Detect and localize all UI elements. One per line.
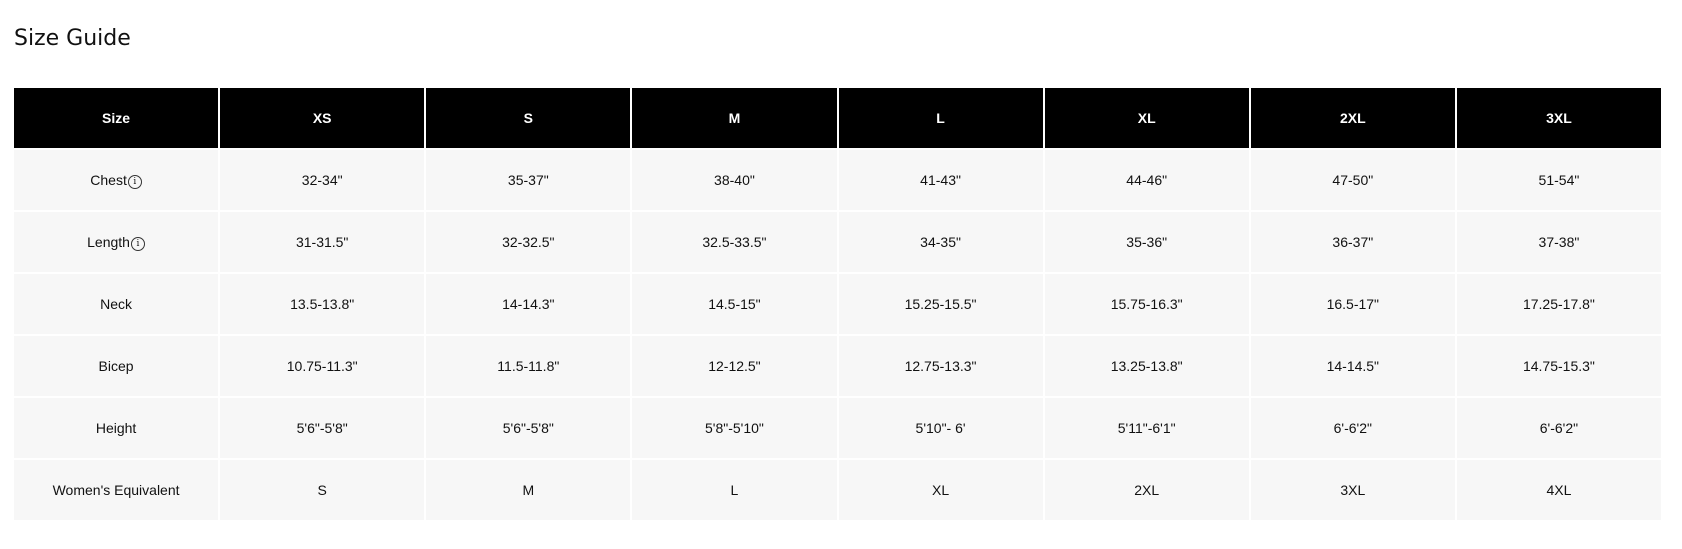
table-cell: 5'6"-5'8" [220, 398, 425, 458]
table-row: Women's Equivalent S M L XL 2XL 3XL 4XL [14, 460, 1661, 520]
table-cell: 35-37" [426, 150, 631, 210]
row-label-text: Women's Equivalent [52, 482, 180, 498]
table-cell: 47-50" [1250, 150, 1455, 210]
column-header: XS [220, 88, 425, 148]
size-guide-table: Size XS S M L XL 2XL 3XL Chest i 32-34" 35-37" 38-4… [12, 86, 1663, 522]
table-cell: 5'8"-5'10" [632, 398, 837, 458]
table-cell: 5'6"-5'8" [426, 398, 631, 458]
row-label-text: Height [95, 420, 137, 436]
page-title: Size Guide [14, 26, 131, 51]
table-cell: 38-40" [632, 150, 837, 210]
table-cell: 10.75-11.3" [220, 336, 425, 396]
info-circle-icon[interactable]: i [127, 174, 142, 189]
table-cell: 13.5-13.8" [220, 274, 425, 334]
table-cell: 2XL [1044, 460, 1249, 520]
row-label-text: Bicep [98, 358, 134, 374]
table-cell: 44-46" [1044, 150, 1249, 210]
table-cell: 32-32.5" [426, 212, 631, 272]
column-header: Size [14, 88, 219, 148]
table-cell: 6'-6'2" [1250, 398, 1455, 458]
info-circle-icon[interactable]: i [130, 236, 145, 251]
table-cell: 5'11"-6'1" [1044, 398, 1249, 458]
table-cell: 51-54" [1456, 150, 1661, 210]
table-cell: 3XL [1250, 460, 1455, 520]
row-label: Length i [14, 212, 219, 272]
row-label-text: Length [87, 233, 130, 250]
table-cell: 35-36" [1044, 212, 1249, 272]
column-header: S [426, 88, 631, 148]
table-row: Length i 31-31.5" 32-32.5" 32.5-33.5" 34-35" 3… [14, 212, 1661, 272]
table-cell: 14-14.3" [426, 274, 631, 334]
table-cell: 34-35" [838, 212, 1043, 272]
column-header: L [838, 88, 1043, 148]
column-header: 2XL [1250, 88, 1455, 148]
table-row: Neck 13.5-13.8" 14-14.3" 14.5-15" 15.25-15.5… [14, 274, 1661, 334]
column-header: M [632, 88, 837, 148]
table-cell: 15.25-15.5" [838, 274, 1043, 334]
row-label: Women's Equivalent [14, 460, 219, 520]
table-row: Chest i 32-34" 35-37" 38-40" 41-43" 44-46" 47-5… [14, 150, 1661, 210]
row-label-text: Chest [90, 171, 127, 188]
row-label: Height [14, 398, 219, 458]
table-cell: 17.25-17.8" [1456, 274, 1661, 334]
table-cell: 32.5-33.5" [632, 212, 837, 272]
table-cell: 13.25-13.8" [1044, 336, 1249, 396]
table-cell: 14.75-15.3" [1456, 336, 1661, 396]
table-cell: 41-43" [838, 150, 1043, 210]
table-cell: 12.75-13.3" [838, 336, 1043, 396]
table-cell: 14-14.5" [1250, 336, 1455, 396]
column-header: XL [1044, 88, 1249, 148]
table-cell: 5'10"- 6' [838, 398, 1043, 458]
table-cell: 36-37" [1250, 212, 1455, 272]
row-label: Neck [14, 274, 219, 334]
table-cell: 32-34" [220, 150, 425, 210]
table-row: Bicep 10.75-11.3" 11.5-11.8" 12-12.5" 12.75-… [14, 336, 1661, 396]
table-cell: 11.5-11.8" [426, 336, 631, 396]
table-cell: 37-38" [1456, 212, 1661, 272]
table-cell: XL [838, 460, 1043, 520]
table-cell: M [426, 460, 631, 520]
row-label-text: Neck [100, 296, 133, 312]
table-cell: 14.5-15" [632, 274, 837, 334]
table-cell: 12-12.5" [632, 336, 837, 396]
table-header-row: Size XS S M L XL 2XL 3XL [14, 88, 1661, 148]
table-cell: S [220, 460, 425, 520]
column-header: 3XL [1456, 88, 1661, 148]
row-label: Bicep [14, 336, 219, 396]
table-cell: 6'-6'2" [1456, 398, 1661, 458]
table-cell: 31-31.5" [220, 212, 425, 272]
table-cell: 15.75-16.3" [1044, 274, 1249, 334]
row-label: Chest i [14, 150, 219, 210]
table-cell: L [632, 460, 837, 520]
table-cell: 16.5-17" [1250, 274, 1455, 334]
table-row: Height 5'6"-5'8" 5'6"-5'8" 5'8"-5'10" 5'10"-… [14, 398, 1661, 458]
table-cell: 4XL [1456, 460, 1661, 520]
